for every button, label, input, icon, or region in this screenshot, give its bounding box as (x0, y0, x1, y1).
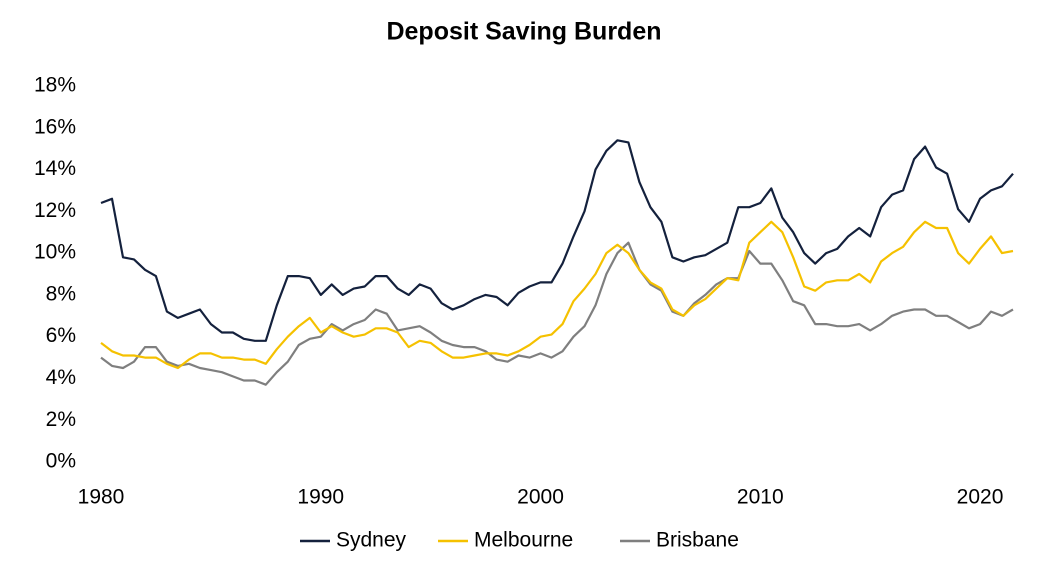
y-tick-label: 14% (34, 157, 76, 180)
x-tick-label: 2010 (737, 486, 784, 509)
y-tick-label: 4% (46, 366, 76, 389)
y-tick-label: 10% (34, 241, 76, 264)
series-line (100, 220, 1014, 370)
y-tick-label: 16% (34, 115, 76, 138)
legend-label: Brisbane (656, 529, 739, 552)
series-line (100, 241, 1014, 386)
legend-label: Sydney (336, 529, 407, 552)
chart-title: Deposit Saving Burden (386, 18, 661, 46)
x-tick-label: 1980 (78, 486, 125, 509)
series-line (100, 139, 1014, 342)
x-tick-label: 1990 (297, 486, 344, 509)
legend-label: Melbourne (474, 529, 573, 552)
y-tick-label: 2% (46, 408, 76, 431)
x-tick-label: 2020 (957, 486, 1004, 509)
y-tick-label: 6% (46, 324, 76, 347)
y-tick-label: 8% (46, 282, 76, 305)
y-tick-label: 18% (34, 74, 76, 97)
x-tick-label: 2000 (517, 486, 564, 509)
y-tick-label: 0% (46, 450, 76, 473)
y-tick-label: 12% (34, 199, 76, 222)
